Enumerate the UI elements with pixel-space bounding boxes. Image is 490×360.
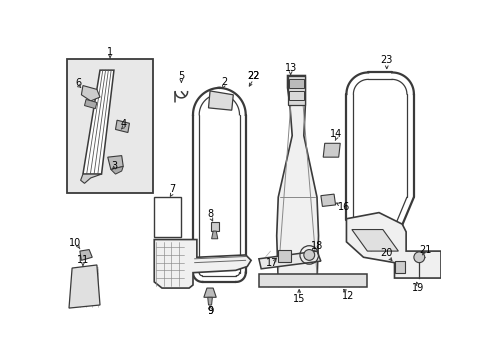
Polygon shape [154,239,251,288]
Text: 3: 3 [111,161,117,171]
Text: 19: 19 [412,283,424,293]
Polygon shape [108,156,123,170]
Text: 16: 16 [338,202,350,212]
Text: 7: 7 [169,184,175,194]
Polygon shape [111,166,123,174]
Text: 23: 23 [381,55,393,65]
Text: 15: 15 [293,294,305,304]
Polygon shape [346,213,441,278]
Circle shape [414,252,425,263]
Polygon shape [212,231,218,239]
Text: 6: 6 [75,78,81,88]
Bar [289,78,304,88]
Bar [68,59,153,193]
Polygon shape [209,91,233,110]
Polygon shape [352,230,398,251]
Text: 8: 8 [208,209,214,219]
Text: 9: 9 [207,306,213,316]
Bar [289,91,304,100]
Polygon shape [259,274,368,287]
Bar [154,197,181,237]
Polygon shape [259,251,321,269]
Text: 20: 20 [381,248,393,258]
Polygon shape [278,249,291,262]
Text: 4: 4 [120,119,126,129]
Polygon shape [204,288,216,297]
Bar [288,76,305,105]
Text: 14: 14 [330,129,343,139]
Polygon shape [211,222,219,231]
Circle shape [304,249,315,260]
Polygon shape [80,249,92,260]
Text: 2: 2 [221,77,227,87]
Text: 13: 13 [285,63,297,73]
Text: 5: 5 [178,71,185,81]
Text: 22: 22 [247,71,260,81]
Polygon shape [69,265,100,308]
Polygon shape [81,174,101,183]
Polygon shape [84,99,97,109]
Polygon shape [277,76,318,282]
Polygon shape [81,86,100,101]
Polygon shape [116,120,129,132]
Text: 18: 18 [311,241,323,251]
Polygon shape [208,297,212,305]
Polygon shape [394,261,405,273]
Polygon shape [323,143,340,157]
Text: 1: 1 [107,48,113,58]
Text: 21: 21 [419,244,432,255]
Text: 22: 22 [247,71,260,81]
Text: 9: 9 [207,306,213,316]
Polygon shape [83,70,114,174]
Text: 10: 10 [69,238,81,248]
Text: 11: 11 [77,255,89,265]
Text: 17: 17 [266,258,278,267]
Text: 12: 12 [342,291,354,301]
Polygon shape [321,194,336,206]
